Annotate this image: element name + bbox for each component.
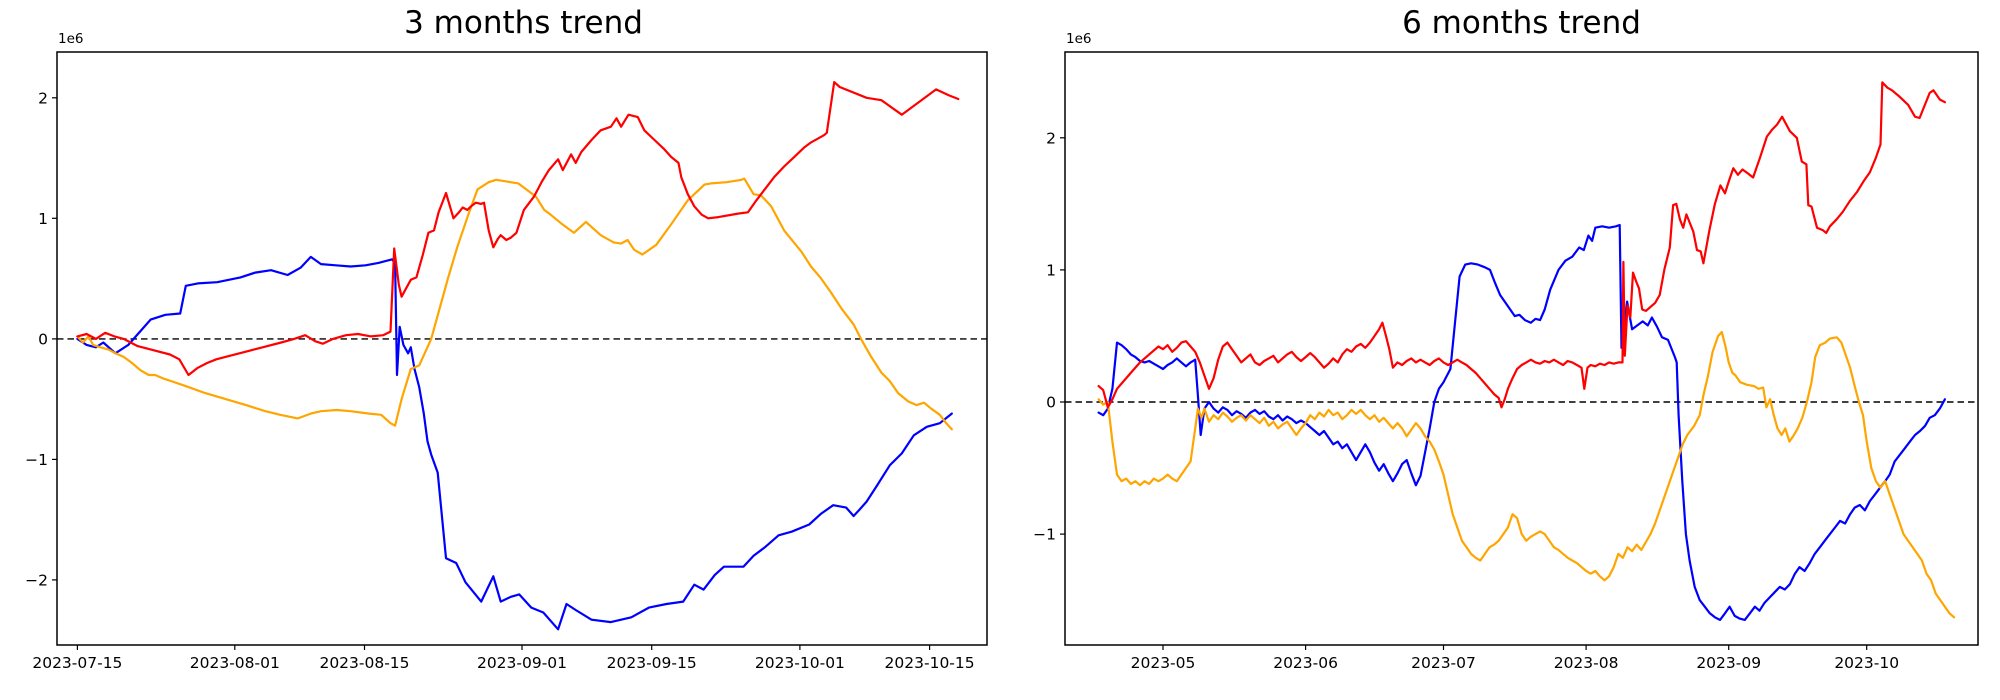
axes-spines xyxy=(56,51,988,646)
left-y-axis-offset-label: 1e6 xyxy=(58,31,84,47)
y-tick-label: −1 xyxy=(25,451,48,469)
x-tick-label: 2023-07 xyxy=(1411,654,1476,672)
x-tick-label: 2023-08 xyxy=(1554,654,1619,672)
x-tick-label: 2023-06 xyxy=(1273,654,1338,672)
x-tick-label: 2023-10-15 xyxy=(885,654,975,672)
orange-line xyxy=(76,177,953,431)
y-tick-label: 1 xyxy=(1046,261,1056,279)
x-tick-label: 2023-08-01 xyxy=(190,654,280,672)
axes-spines xyxy=(1064,51,1979,646)
right-chart-title: 6 months trend xyxy=(1402,5,1641,41)
right-series-group xyxy=(1097,81,1956,622)
left-chart-title: 3 months trend xyxy=(404,5,643,41)
y-tick-label: 0 xyxy=(38,330,48,348)
x-tick-label: 2023-10-01 xyxy=(755,654,845,672)
x-tick-label: 2023-09 xyxy=(1696,654,1761,672)
x-tick-label: 2023-10 xyxy=(1834,654,1899,672)
y-tick-label: 2 xyxy=(1046,129,1056,147)
x-tick-label: 2023-07-15 xyxy=(32,654,122,672)
right-chart: 2023-05 2023-06 2023-07 2023-08 2023-09 2023-… xyxy=(1033,51,1979,672)
x-tick-label: 2023-09-15 xyxy=(607,654,697,672)
y-tick-label: 2 xyxy=(38,89,48,107)
y-tick-label: 1 xyxy=(38,210,48,228)
y-tick-label: −1 xyxy=(1033,526,1056,544)
red-line xyxy=(1097,81,1947,409)
orange-line xyxy=(1097,330,1956,619)
right-y-axis-offset-label: 1e6 xyxy=(1066,31,1092,47)
left-chart: 2023-07-15 2023-08-01 2023-08-15 2023-09-01… xyxy=(25,51,988,672)
blue-line xyxy=(76,255,953,631)
blue-line xyxy=(1097,223,1947,622)
red-line xyxy=(76,80,960,377)
y-tick-label: −2 xyxy=(25,571,48,589)
y-tick-label: 0 xyxy=(1046,394,1056,412)
x-tick-label: 2023-08-15 xyxy=(319,654,409,672)
x-tick-label: 2023-09-01 xyxy=(477,654,567,672)
x-tick-label: 2023-05 xyxy=(1131,654,1196,672)
left-series-group xyxy=(76,80,960,631)
